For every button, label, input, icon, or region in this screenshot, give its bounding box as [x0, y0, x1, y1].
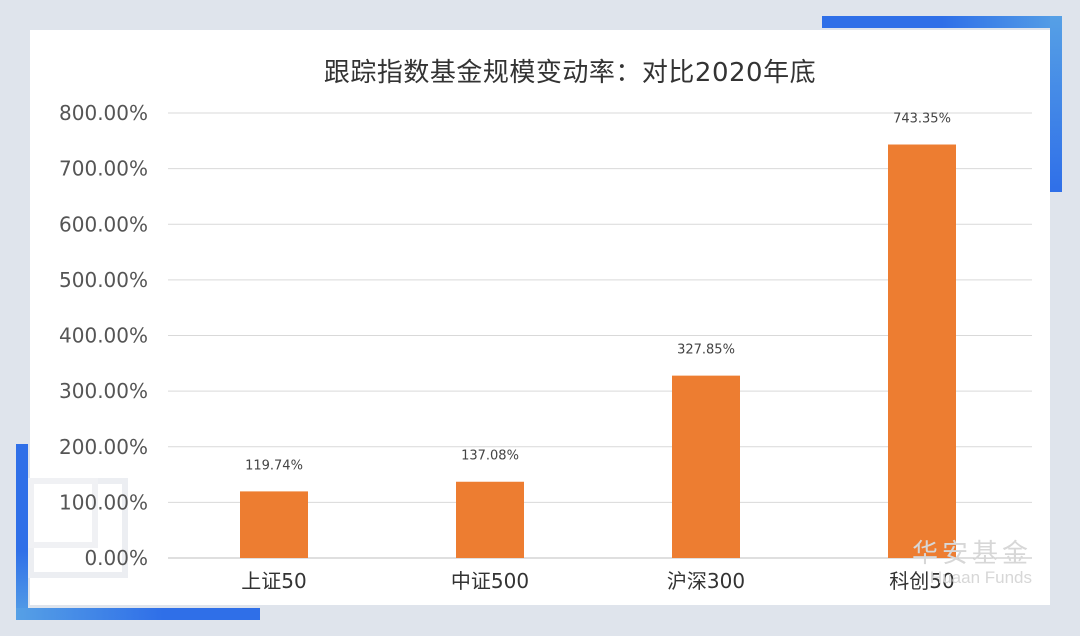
watermark-cn: 华安基金 [911, 539, 1032, 569]
data-label: 137.08% [461, 449, 519, 464]
y-tick-label: 100.00% [59, 490, 148, 514]
data-label: 119.74% [245, 458, 303, 473]
frame-accent-left [16, 444, 28, 620]
y-tick-label: 400.00% [59, 324, 148, 348]
frame-accent-bottom [16, 608, 260, 620]
y-tick-label: 200.00% [59, 435, 148, 459]
watermark-logo: 华安基金 Huaan Funds [912, 540, 1032, 588]
frame-accent-right [1050, 16, 1062, 192]
x-tick-label: 中证500 [451, 569, 529, 593]
y-tick-label: 800.00% [59, 101, 148, 125]
frame-accent-top [822, 16, 1062, 28]
bar [456, 481, 524, 558]
x-tick-label: 科创50 [889, 569, 954, 593]
x-tick-label: 沪深300 [667, 569, 745, 593]
bar [888, 144, 956, 558]
bar [672, 375, 740, 558]
y-tick-label: 700.00% [59, 157, 148, 181]
watermark-en: Huaan Funds [929, 568, 1032, 587]
y-tick-label: 500.00% [59, 268, 148, 292]
data-label: 327.85% [677, 343, 735, 358]
y-tick-label: 300.00% [59, 379, 148, 403]
data-label: 743.35% [893, 112, 951, 127]
x-tick-label: 上证50 [241, 569, 306, 593]
deco-square-inner [28, 478, 98, 548]
y-tick-label: 0.00% [84, 546, 148, 570]
chart-card [30, 30, 1050, 605]
bar [240, 491, 308, 558]
chart-title: 跟踪指数基金规模变动率：对比2020年底 [323, 58, 817, 88]
y-tick-label: 600.00% [59, 212, 148, 236]
